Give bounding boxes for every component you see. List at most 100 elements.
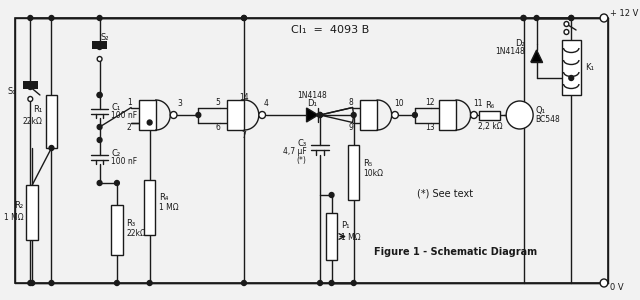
Circle shape xyxy=(470,112,477,118)
Circle shape xyxy=(521,16,526,20)
Circle shape xyxy=(241,16,246,20)
Bar xyxy=(26,185,38,240)
Bar xyxy=(22,81,38,89)
Text: S₂: S₂ xyxy=(100,32,109,41)
Text: C₃: C₃ xyxy=(298,139,307,148)
Polygon shape xyxy=(307,108,318,122)
Circle shape xyxy=(147,120,152,125)
Text: 7: 7 xyxy=(241,130,246,140)
Circle shape xyxy=(351,112,356,118)
Circle shape xyxy=(259,112,266,118)
Circle shape xyxy=(97,92,102,98)
Bar xyxy=(439,100,456,130)
Circle shape xyxy=(317,112,323,118)
Bar xyxy=(348,145,360,200)
Text: 4,7 μF: 4,7 μF xyxy=(283,146,307,155)
Text: 10kΩ: 10kΩ xyxy=(364,169,383,178)
Text: D₂: D₂ xyxy=(515,40,525,49)
Text: 8: 8 xyxy=(348,98,353,107)
Circle shape xyxy=(49,16,54,20)
Circle shape xyxy=(564,29,569,34)
Text: 9: 9 xyxy=(348,123,353,132)
Text: 22kΩ: 22kΩ xyxy=(127,229,147,238)
Circle shape xyxy=(317,280,323,286)
Circle shape xyxy=(28,16,33,20)
Text: Figure 1 - Schematic Diagram: Figure 1 - Schematic Diagram xyxy=(374,247,537,257)
Text: 14: 14 xyxy=(239,92,249,101)
Text: 2: 2 xyxy=(127,123,132,132)
Text: 5: 5 xyxy=(216,98,220,107)
Text: R₅: R₅ xyxy=(364,158,372,167)
Bar xyxy=(45,95,57,148)
Circle shape xyxy=(392,112,398,118)
Circle shape xyxy=(97,44,102,50)
Text: 6: 6 xyxy=(216,123,220,132)
Bar xyxy=(92,41,108,49)
Circle shape xyxy=(97,16,102,20)
Text: 100 nF: 100 nF xyxy=(111,158,137,166)
Circle shape xyxy=(97,56,102,61)
Circle shape xyxy=(97,137,102,142)
Circle shape xyxy=(28,97,33,101)
Text: 13: 13 xyxy=(425,123,435,132)
Text: 1N4148: 1N4148 xyxy=(495,47,525,56)
Circle shape xyxy=(147,280,152,286)
Text: R₃: R₃ xyxy=(127,218,136,227)
Circle shape xyxy=(329,193,334,197)
Circle shape xyxy=(115,181,119,185)
Circle shape xyxy=(49,280,54,286)
Text: S₁: S₁ xyxy=(7,86,16,95)
Bar xyxy=(479,110,500,119)
Circle shape xyxy=(600,14,608,22)
Circle shape xyxy=(97,181,102,185)
Circle shape xyxy=(564,22,569,26)
Circle shape xyxy=(506,101,533,129)
Circle shape xyxy=(97,124,102,130)
Text: C₁: C₁ xyxy=(111,103,120,112)
Text: D₁: D₁ xyxy=(307,98,317,107)
Bar xyxy=(144,180,156,235)
Circle shape xyxy=(569,16,573,20)
Bar xyxy=(15,18,608,283)
Text: 4: 4 xyxy=(264,98,269,107)
Circle shape xyxy=(28,280,33,286)
Text: (*): (*) xyxy=(297,157,307,166)
Text: 1 MΩ: 1 MΩ xyxy=(341,232,361,242)
Text: 2,2 kΩ: 2,2 kΩ xyxy=(477,122,502,130)
Text: 11: 11 xyxy=(474,98,483,107)
Text: 100 nF: 100 nF xyxy=(111,112,137,121)
Text: R₆: R₆ xyxy=(485,101,495,110)
Bar xyxy=(227,100,244,130)
Bar xyxy=(111,205,123,255)
Circle shape xyxy=(600,279,608,287)
Text: R₂: R₂ xyxy=(15,200,24,209)
Text: 1 MΩ: 1 MΩ xyxy=(159,203,179,212)
Circle shape xyxy=(534,16,539,20)
Circle shape xyxy=(49,146,54,151)
Text: 22kΩ: 22kΩ xyxy=(23,116,43,125)
Text: 1: 1 xyxy=(127,98,132,107)
Circle shape xyxy=(521,16,526,20)
Circle shape xyxy=(241,16,246,20)
Circle shape xyxy=(351,280,356,286)
Text: 10: 10 xyxy=(394,98,404,107)
Text: (*) See text: (*) See text xyxy=(417,188,474,198)
Polygon shape xyxy=(531,50,542,62)
Text: P₁: P₁ xyxy=(341,220,349,230)
Bar xyxy=(139,100,156,130)
Circle shape xyxy=(28,85,33,89)
Bar xyxy=(562,40,581,95)
Circle shape xyxy=(241,280,246,286)
Text: BC548: BC548 xyxy=(535,116,560,124)
Circle shape xyxy=(413,112,417,118)
Text: Q₁: Q₁ xyxy=(535,106,545,116)
Text: 1N4148: 1N4148 xyxy=(298,91,327,100)
Circle shape xyxy=(569,76,573,80)
Circle shape xyxy=(569,16,573,20)
Text: R₁: R₁ xyxy=(33,104,43,113)
Circle shape xyxy=(196,112,201,118)
Circle shape xyxy=(329,280,334,286)
Text: 0 V: 0 V xyxy=(610,283,623,292)
Circle shape xyxy=(97,92,102,98)
Text: + 12 V: + 12 V xyxy=(610,10,638,19)
